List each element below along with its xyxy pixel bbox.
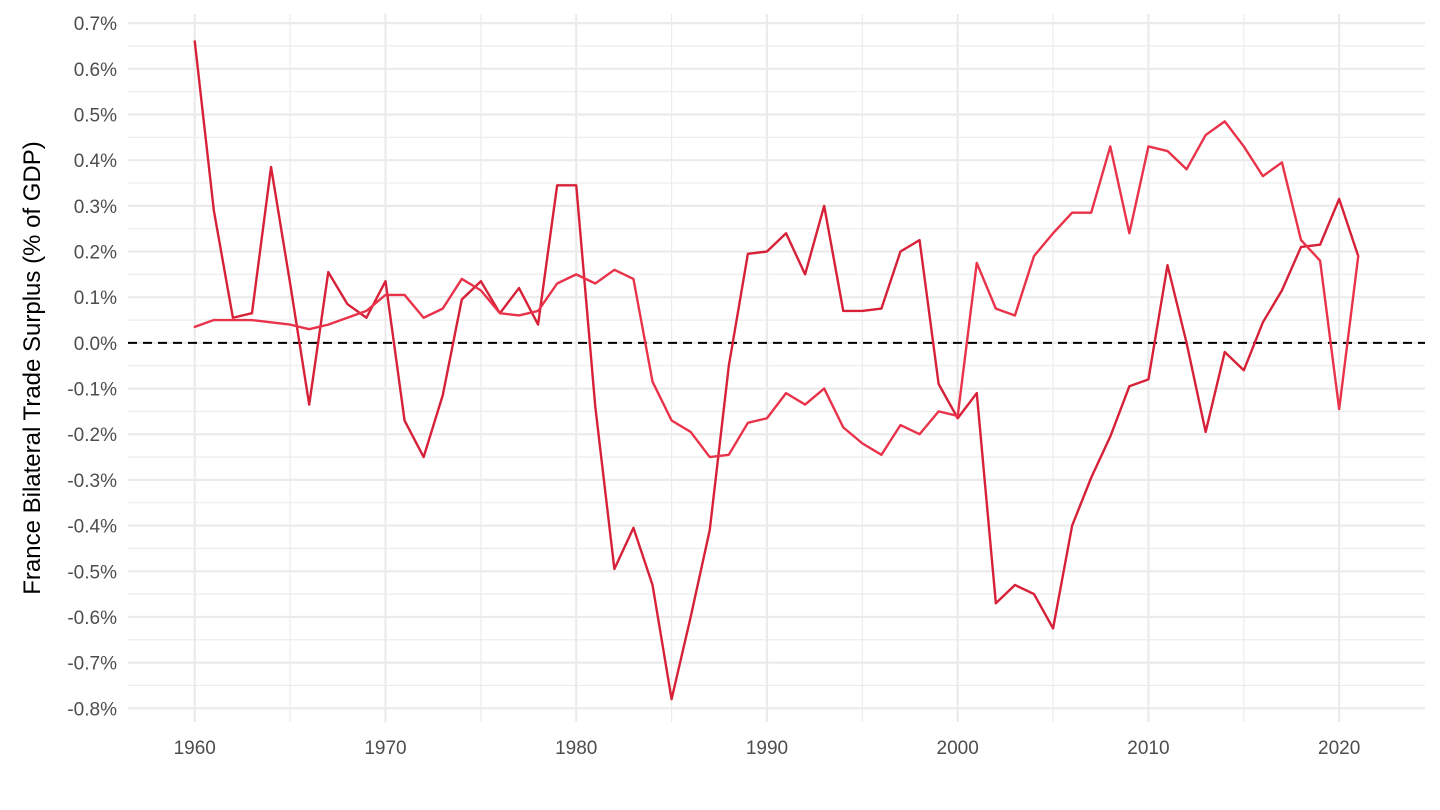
- y-tick-label: -0.5%: [67, 562, 117, 583]
- y-tick-label: 0.7%: [74, 14, 117, 35]
- minor-gridlines: [128, 14, 1425, 722]
- x-tick-label: 1970: [364, 738, 406, 759]
- y-axis-tick-labels: 0.7% 0.6% 0.5% 0.4% 0.3% 0.2% 0.1% 0.0% -0.1% -0.…: [67, 14, 117, 720]
- y-axis-title: France Bilateral Trade Surplus (% of GDP…: [19, 141, 46, 595]
- series-line-1: [193, 40, 1360, 701]
- x-tick-label: 2020: [1318, 738, 1360, 759]
- y-tick-label: -0.3%: [67, 471, 117, 492]
- series-lines: [193, 40, 1360, 701]
- series-line-2: [193, 120, 1360, 459]
- x-tick-label: 2000: [937, 738, 979, 759]
- y-tick-label: 0.5%: [74, 105, 117, 126]
- y-tick-label: -0.4%: [67, 517, 117, 538]
- y-tick-label: 0.3%: [74, 197, 117, 218]
- y-tick-label: -0.6%: [67, 608, 117, 629]
- major-gridlines: [128, 14, 1425, 722]
- y-tick-label: -0.8%: [67, 699, 117, 720]
- y-tick-label: 0.0%: [74, 334, 117, 355]
- y-tick-label: 0.4%: [74, 151, 117, 172]
- x-tick-label: 1960: [174, 738, 216, 759]
- y-tick-label: 0.1%: [74, 288, 117, 309]
- x-tick-label: 2010: [1127, 738, 1169, 759]
- y-tick-label: 0.6%: [74, 60, 117, 81]
- x-tick-label: 1980: [555, 738, 597, 759]
- y-tick-label: 0.2%: [74, 243, 117, 264]
- y-tick-label: -0.7%: [67, 654, 117, 675]
- y-tick-label: -0.1%: [67, 380, 117, 401]
- y-tick-label: -0.2%: [67, 425, 117, 446]
- x-axis-tick-labels: 1960 1970 1980 1990 2000 2010 2020: [174, 738, 1361, 759]
- x-tick-label: 1990: [746, 738, 788, 759]
